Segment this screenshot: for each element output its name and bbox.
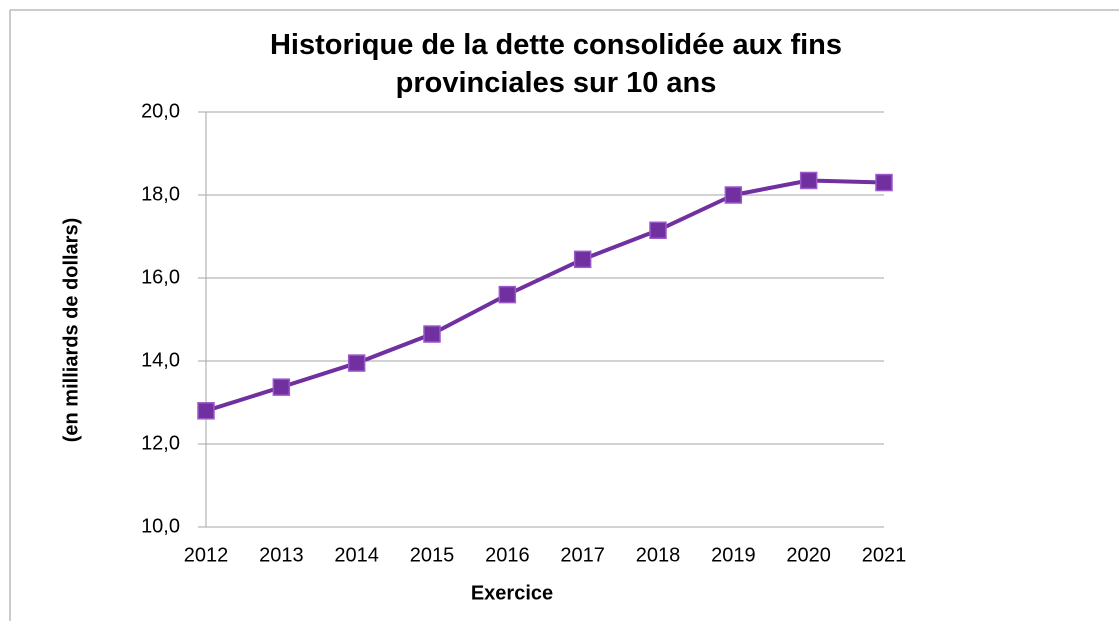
x-tick-label: 2014 (334, 544, 379, 566)
marker (423, 325, 441, 343)
marker (573, 250, 592, 269)
x-tick-label: 2013 (259, 544, 304, 566)
y-tick-label: 16,0 (141, 266, 180, 288)
marker (649, 221, 667, 240)
chart-title: Historique de la dette consolidée aux fi… (269, 29, 843, 99)
y-tick-label: 12,0 (141, 432, 180, 454)
y-tick-label: 18,0 (141, 183, 180, 205)
marker (272, 378, 291, 396)
x-tick-label: 2018 (636, 544, 681, 566)
marker (799, 171, 818, 190)
y-axis-label: (en milliards de dollars) (60, 218, 82, 443)
y-tick-label: 20,0 (141, 100, 180, 122)
marker (875, 173, 893, 192)
line (205, 178, 885, 413)
marker (347, 354, 366, 372)
marker (724, 186, 743, 204)
x-tick-label: 2012 (184, 544, 229, 566)
y-tick-label: 14,0 (141, 349, 180, 371)
x-tick-label: 2019 (711, 544, 756, 566)
x-tick-label: 2021 (862, 544, 907, 566)
marker (197, 402, 215, 420)
x-tick-label: 2017 (560, 544, 605, 566)
x-tick-label: 2016 (485, 544, 530, 566)
x-tick-label: 2015 (410, 544, 455, 566)
marker (498, 285, 517, 304)
y-tick-label: 10,0 (141, 515, 180, 537)
x-tick-label: 2020 (786, 544, 831, 566)
x-axis-label: Exercice (471, 582, 553, 604)
